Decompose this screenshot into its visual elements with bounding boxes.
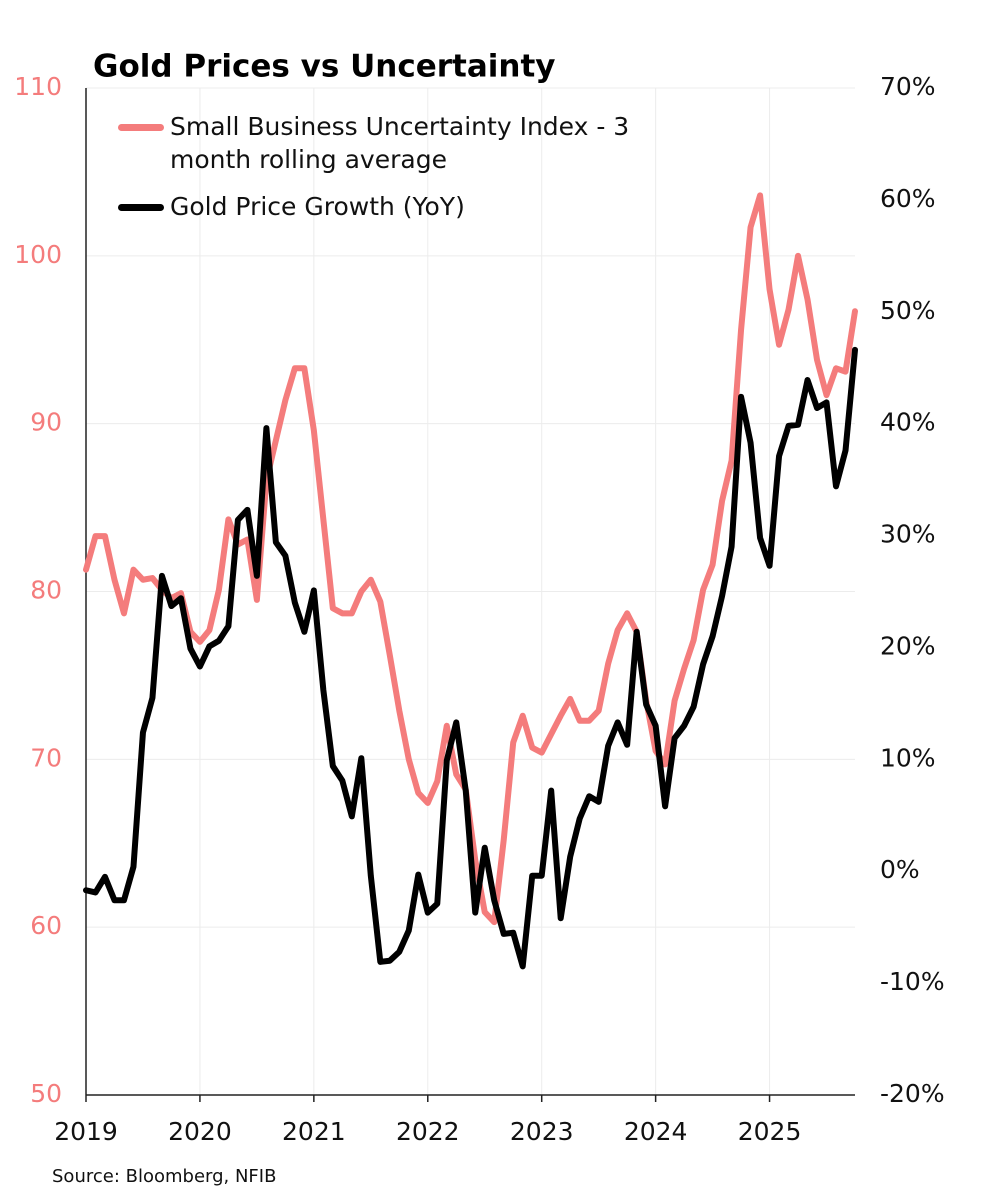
y-tick-label: 70 (30, 743, 62, 772)
chart-title: Gold Prices vs Uncertainty (93, 49, 555, 85)
y2-tick-label: 60% (880, 184, 936, 213)
series-line (83, 346, 858, 970)
legend-label: Small Business Uncertainty Index - 3 mon… (170, 112, 630, 174)
x-tick-label: 2021 (282, 1117, 346, 1146)
legend-entry: Gold Price Growth (YoY) (118, 190, 660, 223)
y-tick-label: 80 (30, 576, 62, 605)
x-tick-label: 2022 (396, 1117, 460, 1146)
y-tick-label: 50 (30, 1079, 62, 1108)
x-tick-label: 2025 (738, 1117, 802, 1146)
y2-tick-label: -20% (880, 1079, 945, 1108)
y-tick-label: 100 (14, 240, 62, 269)
legend-swatch (118, 124, 164, 131)
x-tick-label: 2020 (168, 1117, 232, 1146)
legend: Small Business Uncertainty Index - 3 mon… (118, 110, 660, 237)
y2-tick-label: 40% (880, 408, 936, 437)
x-tick-label: 2019 (54, 1117, 118, 1146)
y-tick-label: 60 (30, 911, 62, 940)
legend-label: Gold Price Growth (YoY) (170, 192, 465, 221)
y2-tick-label: 70% (880, 72, 936, 101)
legend-entry: Small Business Uncertainty Index - 3 mon… (118, 110, 660, 176)
y2-tick-label: 30% (880, 520, 936, 549)
x-tick-label: 2024 (624, 1117, 688, 1146)
x-tick-label: 2023 (510, 1117, 574, 1146)
y-tick-label: 90 (30, 408, 62, 437)
y2-tick-label: 50% (880, 296, 936, 325)
source-note: Source: Bloomberg, NFIB (52, 1166, 276, 1187)
y2-tick-label: 20% (880, 631, 936, 660)
y2-tick-label: -10% (880, 967, 945, 996)
y2-tick-label: 10% (880, 743, 936, 772)
y2-tick-label: 0% (880, 855, 920, 884)
y-tick-label: 110 (14, 72, 62, 101)
legend-swatch (118, 204, 164, 211)
